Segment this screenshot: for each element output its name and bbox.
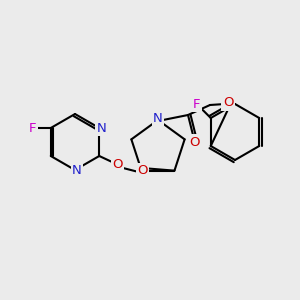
- Text: O: O: [112, 158, 122, 170]
- Text: F: F: [29, 122, 37, 134]
- Text: O: O: [223, 97, 233, 110]
- Text: N: N: [96, 122, 106, 134]
- Text: O: O: [189, 136, 199, 148]
- Text: N: N: [153, 112, 163, 125]
- Text: N: N: [72, 164, 82, 178]
- Text: F: F: [193, 98, 200, 110]
- Text: O: O: [138, 164, 148, 177]
